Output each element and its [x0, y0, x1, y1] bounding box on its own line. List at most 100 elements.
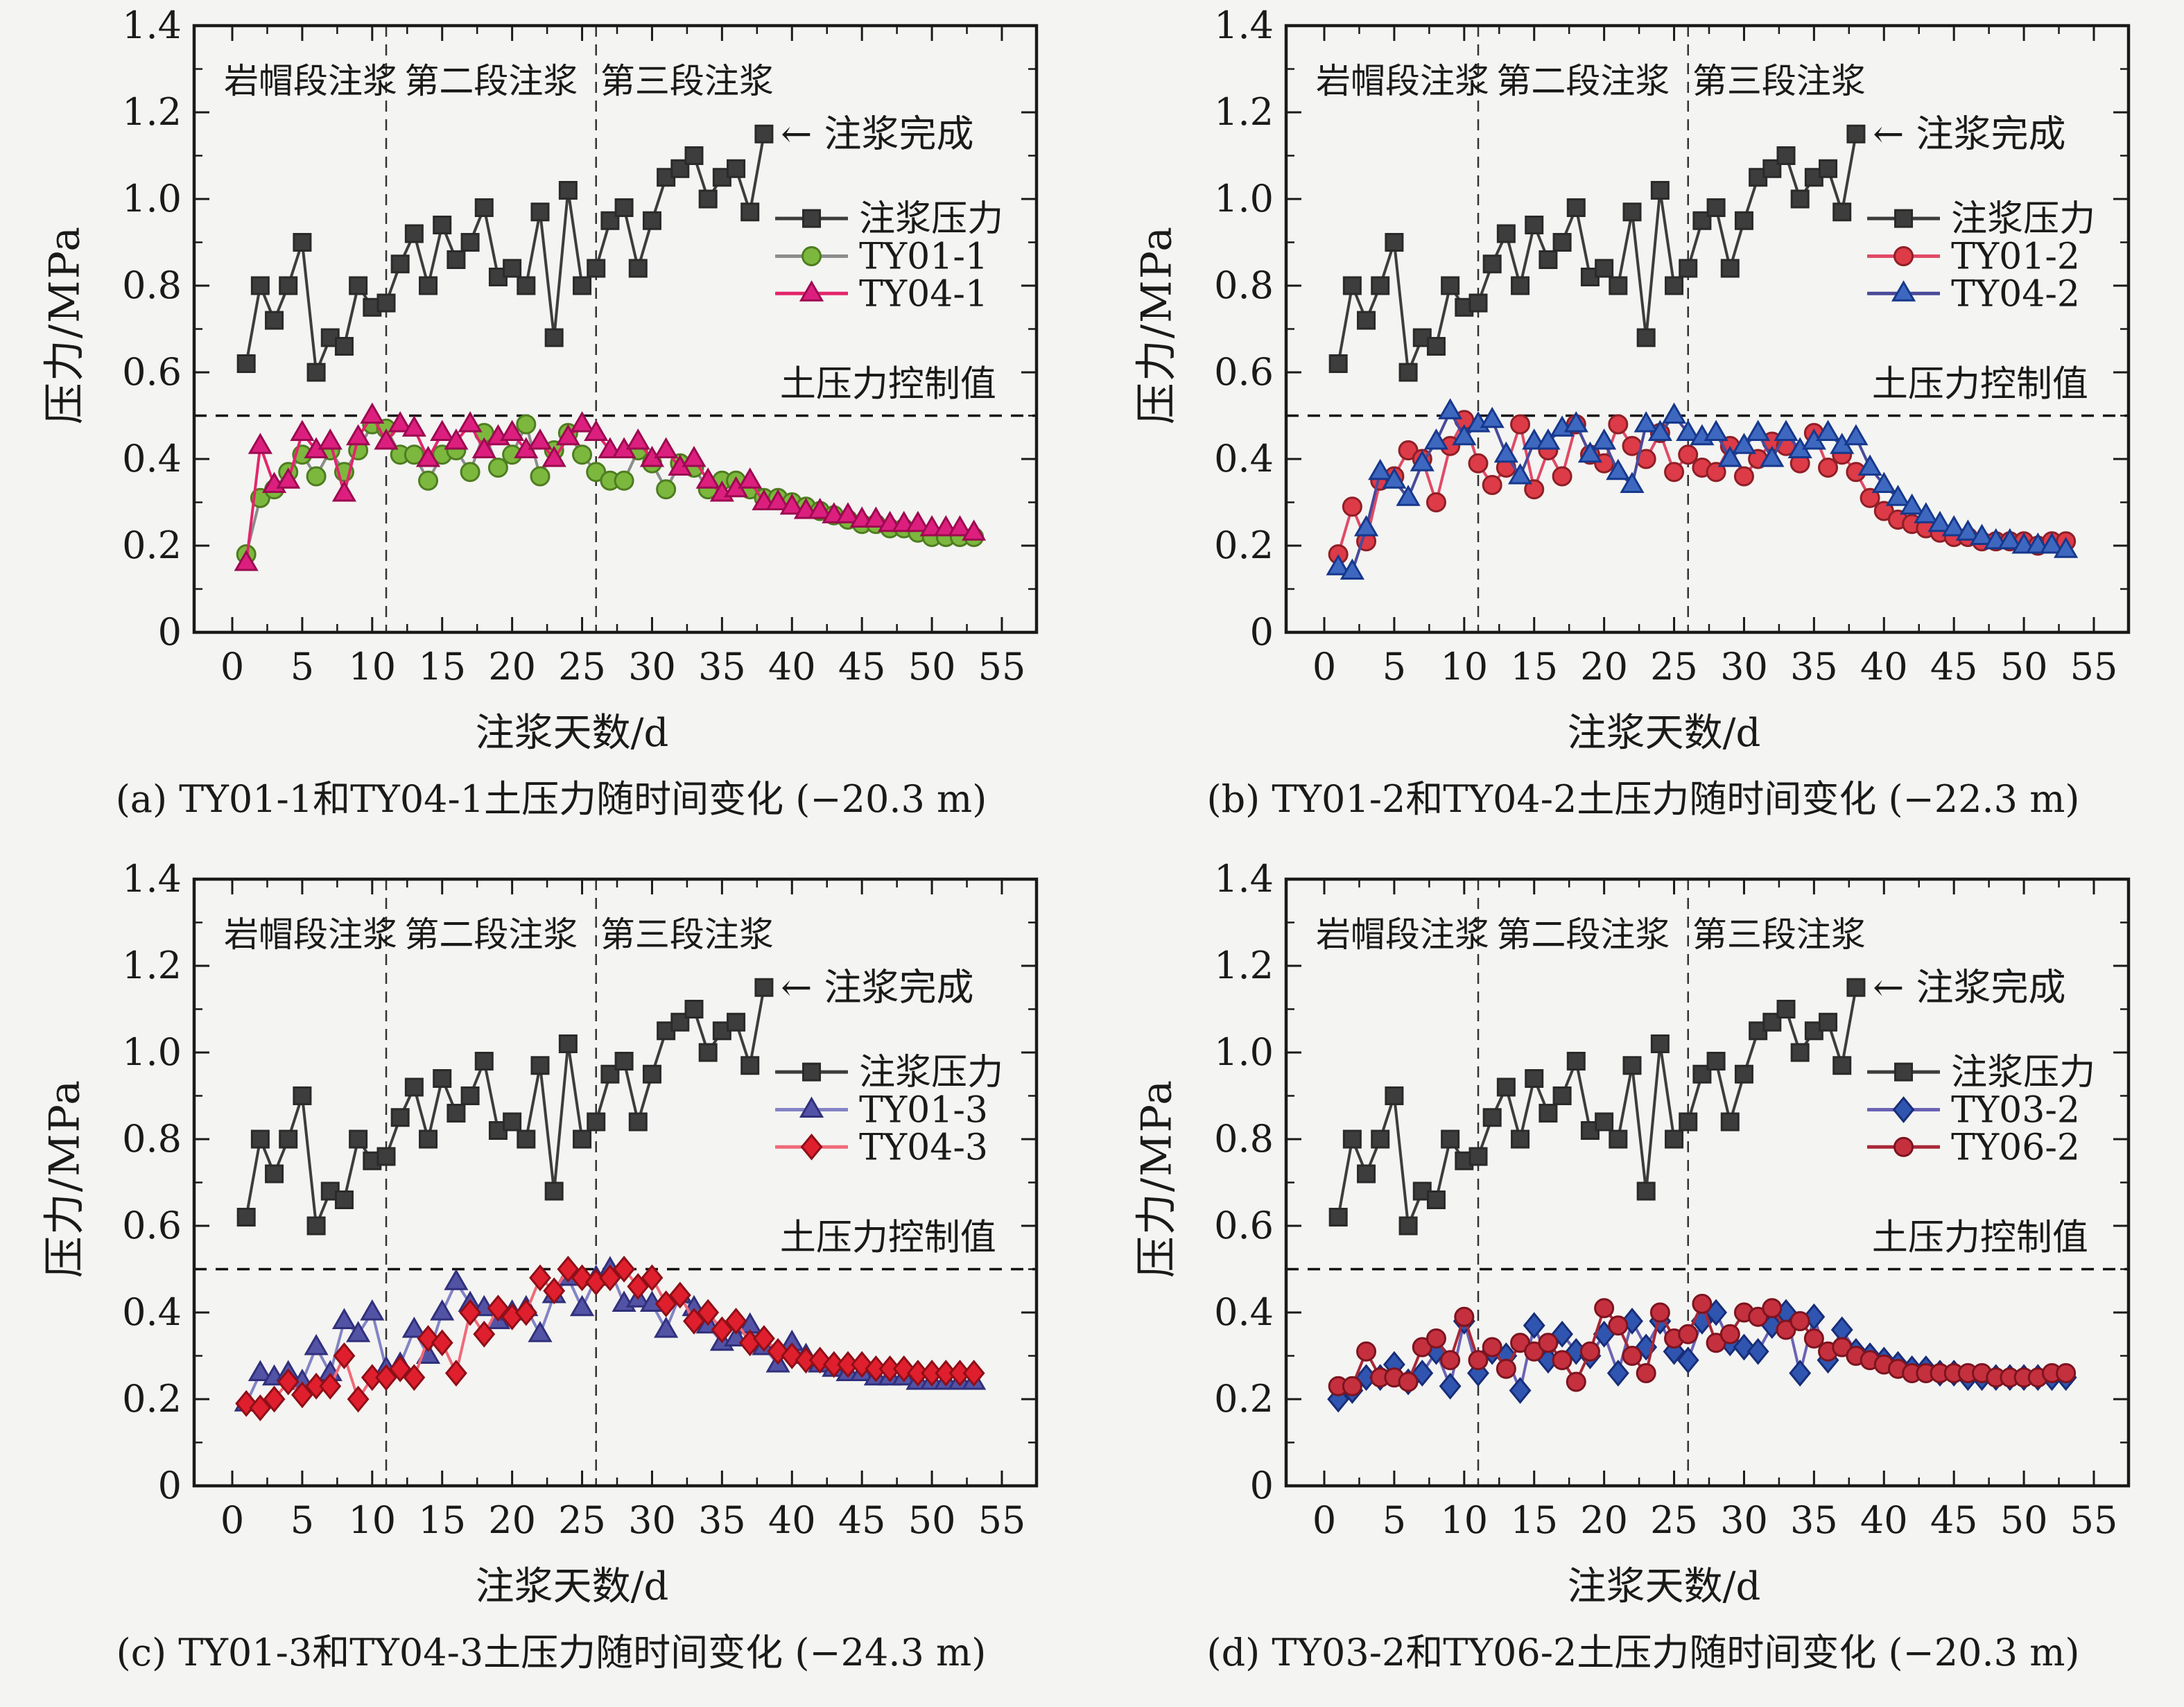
grouting-complete-text: ← 注浆完成: [1873, 965, 2065, 1009]
region-label: 岩帽段注浆: [1316, 915, 1489, 955]
legend-label: TY03-2: [1951, 1090, 2080, 1132]
y-tick-label: 0: [1250, 1464, 1274, 1507]
x-tick-label: 45: [1930, 1498, 1978, 1542]
caption-b: (b) TY01-2和TY04-2土压力随时间变化 (−22.3 m): [1206, 777, 2080, 821]
x-axis-label: 注浆天数/d: [1567, 711, 1761, 756]
x-tick-label: 35: [698, 1498, 746, 1542]
x-tick-label: 5: [291, 645, 314, 688]
x-tick-label: 50: [2000, 1498, 2048, 1542]
axes: [1286, 878, 2129, 1487]
y-tick-label: 0.8: [122, 263, 182, 307]
x-tick-label: 30: [628, 1498, 676, 1542]
legend-label: 注浆压力: [859, 198, 1003, 240]
y-tick-label: 0.2: [122, 523, 182, 567]
legend-label: TY06-2: [1951, 1127, 2080, 1168]
region-label: 岩帽段注浆: [224, 61, 397, 101]
control-line-label-text: 土压力控制值: [1872, 1217, 2088, 1258]
y-tick-label: 0.4: [1214, 1290, 1274, 1334]
x-tick-label: 15: [1510, 1498, 1558, 1542]
y-axis-label: 压力/MPa: [1132, 225, 1181, 425]
legend-label: TY01-3: [859, 1090, 988, 1132]
x-tick-label: 25: [558, 645, 606, 688]
legend-label: 注浆压力: [1951, 1052, 2095, 1093]
x-tick-label: 0: [1312, 1498, 1336, 1542]
x-tick-label: 45: [1930, 645, 1978, 688]
region-label: 第二段注浆: [1496, 61, 1670, 101]
region-label: 第三段注浆: [1692, 61, 1866, 101]
region-labels: 岩帽段注浆 第二段注浆 第三段注浆: [1316, 61, 1866, 101]
series-注浆压力: [1328, 124, 1866, 382]
x-tick-label: 55: [2070, 645, 2118, 688]
control-line-label: 土压力控制值: [1872, 363, 2088, 405]
y-tick-label: 0.4: [122, 437, 182, 480]
plot-frame: [192, 877, 1039, 1488]
x-tick-label: 15: [418, 1498, 466, 1542]
control-line-label: 土压力控制值: [780, 1217, 996, 1258]
series-注浆压力: [236, 124, 774, 382]
y-tick-label: 1.4: [122, 862, 182, 901]
y-tick-label: 0.2: [1214, 523, 1274, 567]
x-tick-label: 30: [628, 645, 676, 688]
x-tick-label: 55: [978, 1498, 1026, 1542]
panel-d: 压力/MPa 0 5 10 15 20 25 30 35 40 45 50 55 0 0.2 0.4 0.6 0…: [1092, 854, 2184, 1707]
control-line-label-text: 土压力控制值: [780, 363, 996, 405]
x-tick-label: 55: [978, 645, 1026, 688]
legend-label: TY01-2: [1951, 236, 2080, 278]
region-label: 第三段注浆: [600, 915, 774, 955]
caption-d: (d) TY03-2和TY06-2土压力随时间变化 (−20.3 m): [1206, 1631, 2080, 1674]
plot-frame: [1284, 877, 2131, 1488]
region-label: 岩帽段注浆: [1316, 61, 1489, 101]
y-tick-label: 0.6: [122, 1204, 182, 1247]
series-TY04-2: [1326, 398, 2079, 580]
panel-c: 压力/MPa 0 5 10 15 20 25 30 35 40 45 50 55 0 0.2 0.4 0.6 0…: [0, 854, 1092, 1707]
x-tick-label: 0: [1312, 645, 1336, 688]
x-tick-label: 50: [2000, 645, 2048, 688]
chart-panel-a: 0 5 10 15 20 25 30 35 40 45 50 55 0 0.2 0.4 0.6 0.8 1.0 1.…: [122, 8, 1039, 688]
x-tick-label: 50: [908, 1498, 956, 1542]
x-tick-label: 50: [908, 645, 956, 688]
legend-label: TY01-1: [859, 236, 988, 278]
x-tick-label: 10: [1440, 645, 1488, 688]
y-axis-label: 压力/MPa: [40, 1078, 89, 1279]
region-labels: 岩帽段注浆 第二段注浆 第三段注浆: [224, 61, 774, 101]
x-tick-label: 0: [220, 1498, 244, 1542]
grouting-complete-annotation: ← 注浆完成: [781, 112, 973, 155]
x-axis-label: 注浆天数/d: [475, 711, 669, 756]
grouting-complete-text: ← 注浆完成: [781, 112, 973, 155]
y-tick-label: 1.4: [122, 8, 182, 47]
tick-labels: 0 5 10 15 20 25 30 35 40 45 50 55 0 0.2 0.4 0.6 0.8 1.0 1.…: [122, 862, 1025, 1542]
y-tick-label: 1.2: [122, 90, 182, 134]
y-axis-label: 压力/MPa: [1132, 1078, 1181, 1279]
x-tick-label: 5: [1383, 645, 1406, 688]
y-tick-label: 1.0: [122, 1030, 182, 1074]
legend-label: 注浆压力: [859, 1052, 1003, 1093]
series-TY03-2: [1327, 1299, 2077, 1413]
panel-a: 压力/MPa 0 5 10 15 20 25 30 35 40 45 50 55 0 0.2 0.4 0.6 0…: [0, 0, 1092, 854]
y-tick-label: 0.2: [1214, 1377, 1274, 1421]
x-tick-label: 45: [838, 645, 886, 688]
panel-b: 压力/MPa 0 5 10 15 20 25 30 35 40 45 50 55 0 0.2 0.4 0.6 0…: [1092, 0, 2184, 854]
x-tick-label: 30: [1720, 645, 1768, 688]
x-tick-label: 5: [291, 1498, 314, 1542]
y-tick-label: 0.6: [1214, 1204, 1274, 1247]
grouting-complete-annotation: ← 注浆完成: [1873, 965, 2065, 1009]
x-tick-label: 45: [838, 1498, 886, 1542]
series-TY04-3: [235, 1256, 985, 1421]
legend-label: TY04-2: [1951, 273, 2080, 315]
x-tick-label: 20: [1580, 1498, 1628, 1542]
y-tick-label: 1.2: [1214, 944, 1274, 987]
region-label: 第二段注浆: [1496, 915, 1670, 955]
control-line-label-text: 土压力控制值: [1872, 363, 2088, 405]
tick-labels: 0 5 10 15 20 25 30 35 40 45 50 55 0 0.2 0.4 0.6 0.8 1.0 1.…: [1214, 8, 2117, 688]
tick-labels: 0 5 10 15 20 25 30 35 40 45 50 55 0 0.2 0.4 0.6 0.8 1.0 1.…: [122, 8, 1025, 688]
caption-a: (a) TY01-1和TY04-1土压力随时间变化 (−20.3 m): [115, 777, 987, 821]
plot-frame: [1284, 24, 2131, 634]
series-TY06-2: [1328, 1294, 2077, 1396]
y-tick-label: 0.2: [122, 1377, 182, 1421]
x-tick-label: 10: [1440, 1498, 1488, 1542]
